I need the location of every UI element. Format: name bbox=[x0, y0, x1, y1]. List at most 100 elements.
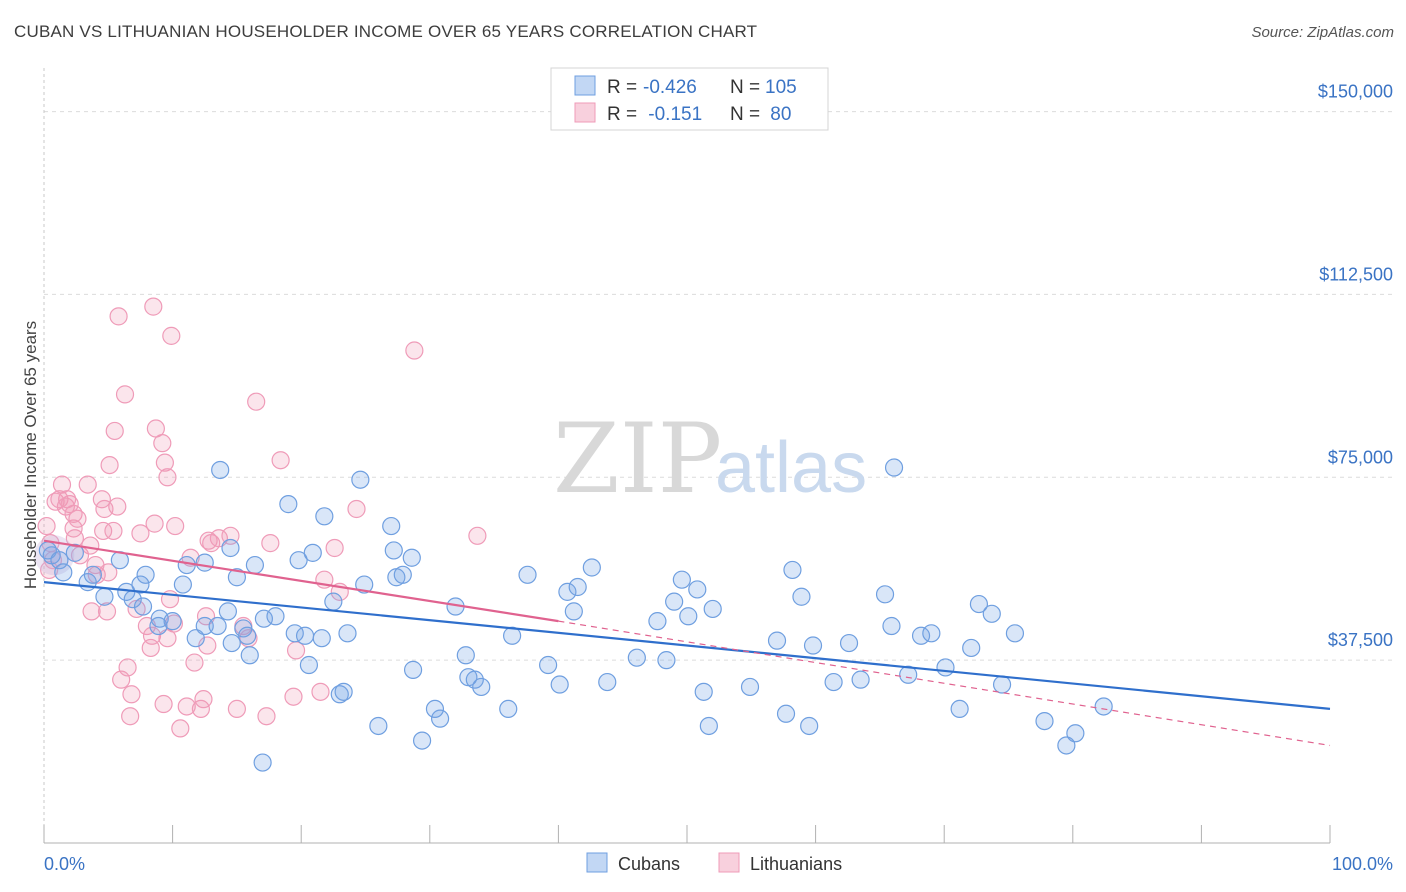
axes bbox=[43, 68, 1331, 844]
cubans-point bbox=[982, 604, 1001, 623]
lithuanians-point bbox=[154, 694, 173, 714]
lithuanians-point bbox=[286, 641, 306, 660]
cubans-point bbox=[803, 636, 823, 655]
legend-n-label-cubans: N = bbox=[730, 77, 760, 98]
lithuanians-point bbox=[97, 602, 117, 621]
cubans-point bbox=[131, 575, 150, 594]
lithuanians-point bbox=[105, 421, 124, 441]
cubans-point bbox=[800, 716, 819, 736]
cubans-point bbox=[279, 495, 298, 514]
cubans-point bbox=[518, 565, 537, 584]
cubans-point bbox=[992, 675, 1012, 694]
lithuanians-point bbox=[131, 524, 150, 543]
cubans-point bbox=[177, 555, 196, 575]
lithuanians-point bbox=[108, 497, 127, 516]
y-tick-label: $150,000 bbox=[1318, 82, 1393, 102]
lithuanians-point bbox=[121, 707, 140, 726]
cubans-point bbox=[425, 699, 445, 719]
lithuanians-point bbox=[145, 514, 164, 533]
cubans-point bbox=[499, 699, 518, 719]
series-legend: Cubans Lithuanians bbox=[586, 852, 842, 874]
cubans-point bbox=[699, 716, 718, 736]
cubans-point bbox=[839, 633, 859, 653]
cubans-point bbox=[221, 538, 240, 558]
lithuanians-point bbox=[311, 682, 330, 701]
cubans-point bbox=[266, 607, 285, 626]
cubans-point bbox=[875, 585, 895, 604]
y-tick-labels: $37,500 $75,000 $112,500 $150,000 bbox=[1318, 82, 1393, 651]
legend-n-value-cubans: 105 bbox=[765, 77, 797, 98]
watermark-atlas-text: atlas bbox=[715, 428, 867, 508]
cubans-point bbox=[315, 507, 334, 526]
legend-box bbox=[550, 67, 829, 131]
lithuanians-point bbox=[185, 653, 204, 672]
legend-n-label-lithuanians: N = bbox=[730, 104, 760, 125]
lithuanians-point bbox=[271, 451, 290, 470]
cubans-point bbox=[83, 565, 102, 584]
lithuanians-points bbox=[34, 297, 487, 738]
cubans-point bbox=[430, 709, 450, 728]
lithuanians-point bbox=[261, 534, 280, 553]
legend-r-value-lithuanians: -0.151 bbox=[643, 104, 702, 125]
legend-r-label-lithuanians: R = bbox=[607, 104, 637, 125]
legend-swatch-lithuanians bbox=[574, 102, 596, 123]
cubans-point bbox=[767, 631, 787, 650]
y-tick-label: $75,000 bbox=[1328, 447, 1393, 467]
cubans-point bbox=[694, 682, 713, 701]
cubans-point bbox=[195, 553, 214, 572]
lithuanians-point bbox=[194, 690, 213, 709]
cubans-point bbox=[351, 470, 370, 489]
y-tick-label: $37,500 bbox=[1328, 630, 1393, 650]
x-tick-label-max: 100.0% bbox=[1332, 854, 1393, 874]
lithuanians-point bbox=[82, 602, 101, 621]
lithuanians-point bbox=[468, 526, 487, 545]
cubans-point bbox=[1094, 697, 1113, 716]
cubans-point bbox=[558, 582, 577, 601]
cubans-point bbox=[238, 626, 257, 645]
lithuanians-point bbox=[94, 521, 113, 541]
lithuanians-point bbox=[68, 509, 87, 528]
chart-title: CUBAN VS LITHUANIAN HOUSEHOLDER INCOME O… bbox=[14, 22, 758, 41]
cubans-point bbox=[598, 672, 617, 692]
lithuanians-point bbox=[65, 529, 84, 548]
cubans-point bbox=[472, 677, 491, 697]
cubans-point bbox=[627, 648, 646, 667]
lithuanians-point bbox=[153, 434, 172, 453]
cubans-point bbox=[1057, 736, 1076, 755]
lithuanians-point bbox=[405, 341, 424, 360]
cubans-point bbox=[133, 597, 153, 616]
lithuanians-point bbox=[142, 626, 162, 645]
bottom-legend-label-lithuanians: Lithuanians bbox=[750, 854, 842, 874]
lithuanians-point bbox=[196, 607, 216, 626]
cubans-point bbox=[240, 646, 259, 665]
cubans-point bbox=[222, 633, 241, 653]
lithuanians-point bbox=[78, 475, 97, 494]
cubans-point bbox=[783, 560, 802, 580]
cubans-point bbox=[950, 699, 969, 719]
lithuanians-point bbox=[100, 455, 119, 475]
cubans-point bbox=[922, 624, 941, 643]
trend-lines bbox=[43, 539, 1331, 747]
lithuanians-point bbox=[155, 453, 174, 472]
cubans-point bbox=[324, 592, 343, 611]
lithuanians-point bbox=[60, 495, 79, 514]
source-label: Source: ZipAtlas.com bbox=[1251, 24, 1394, 41]
cubans-point bbox=[384, 541, 403, 560]
lithuanians-point bbox=[257, 707, 276, 726]
lithuanians-point bbox=[81, 536, 100, 555]
lithuanians-point bbox=[284, 687, 303, 706]
cubans-point bbox=[1066, 724, 1085, 743]
grid-lines bbox=[44, 111, 1392, 661]
cubans-point bbox=[95, 587, 114, 606]
cubans-point bbox=[884, 458, 904, 477]
watermark: ZIP atlas bbox=[553, 403, 867, 515]
lithuanians-point bbox=[162, 326, 181, 345]
bottom-legend-swatch-lithuanians bbox=[718, 852, 740, 873]
cubans-point bbox=[149, 616, 168, 636]
legend-r-label-cubans: R = bbox=[607, 77, 637, 98]
lithuanians-point bbox=[118, 658, 137, 677]
cubans-point bbox=[245, 555, 265, 575]
cubans-point bbox=[412, 731, 432, 750]
cubans-point bbox=[962, 638, 981, 658]
